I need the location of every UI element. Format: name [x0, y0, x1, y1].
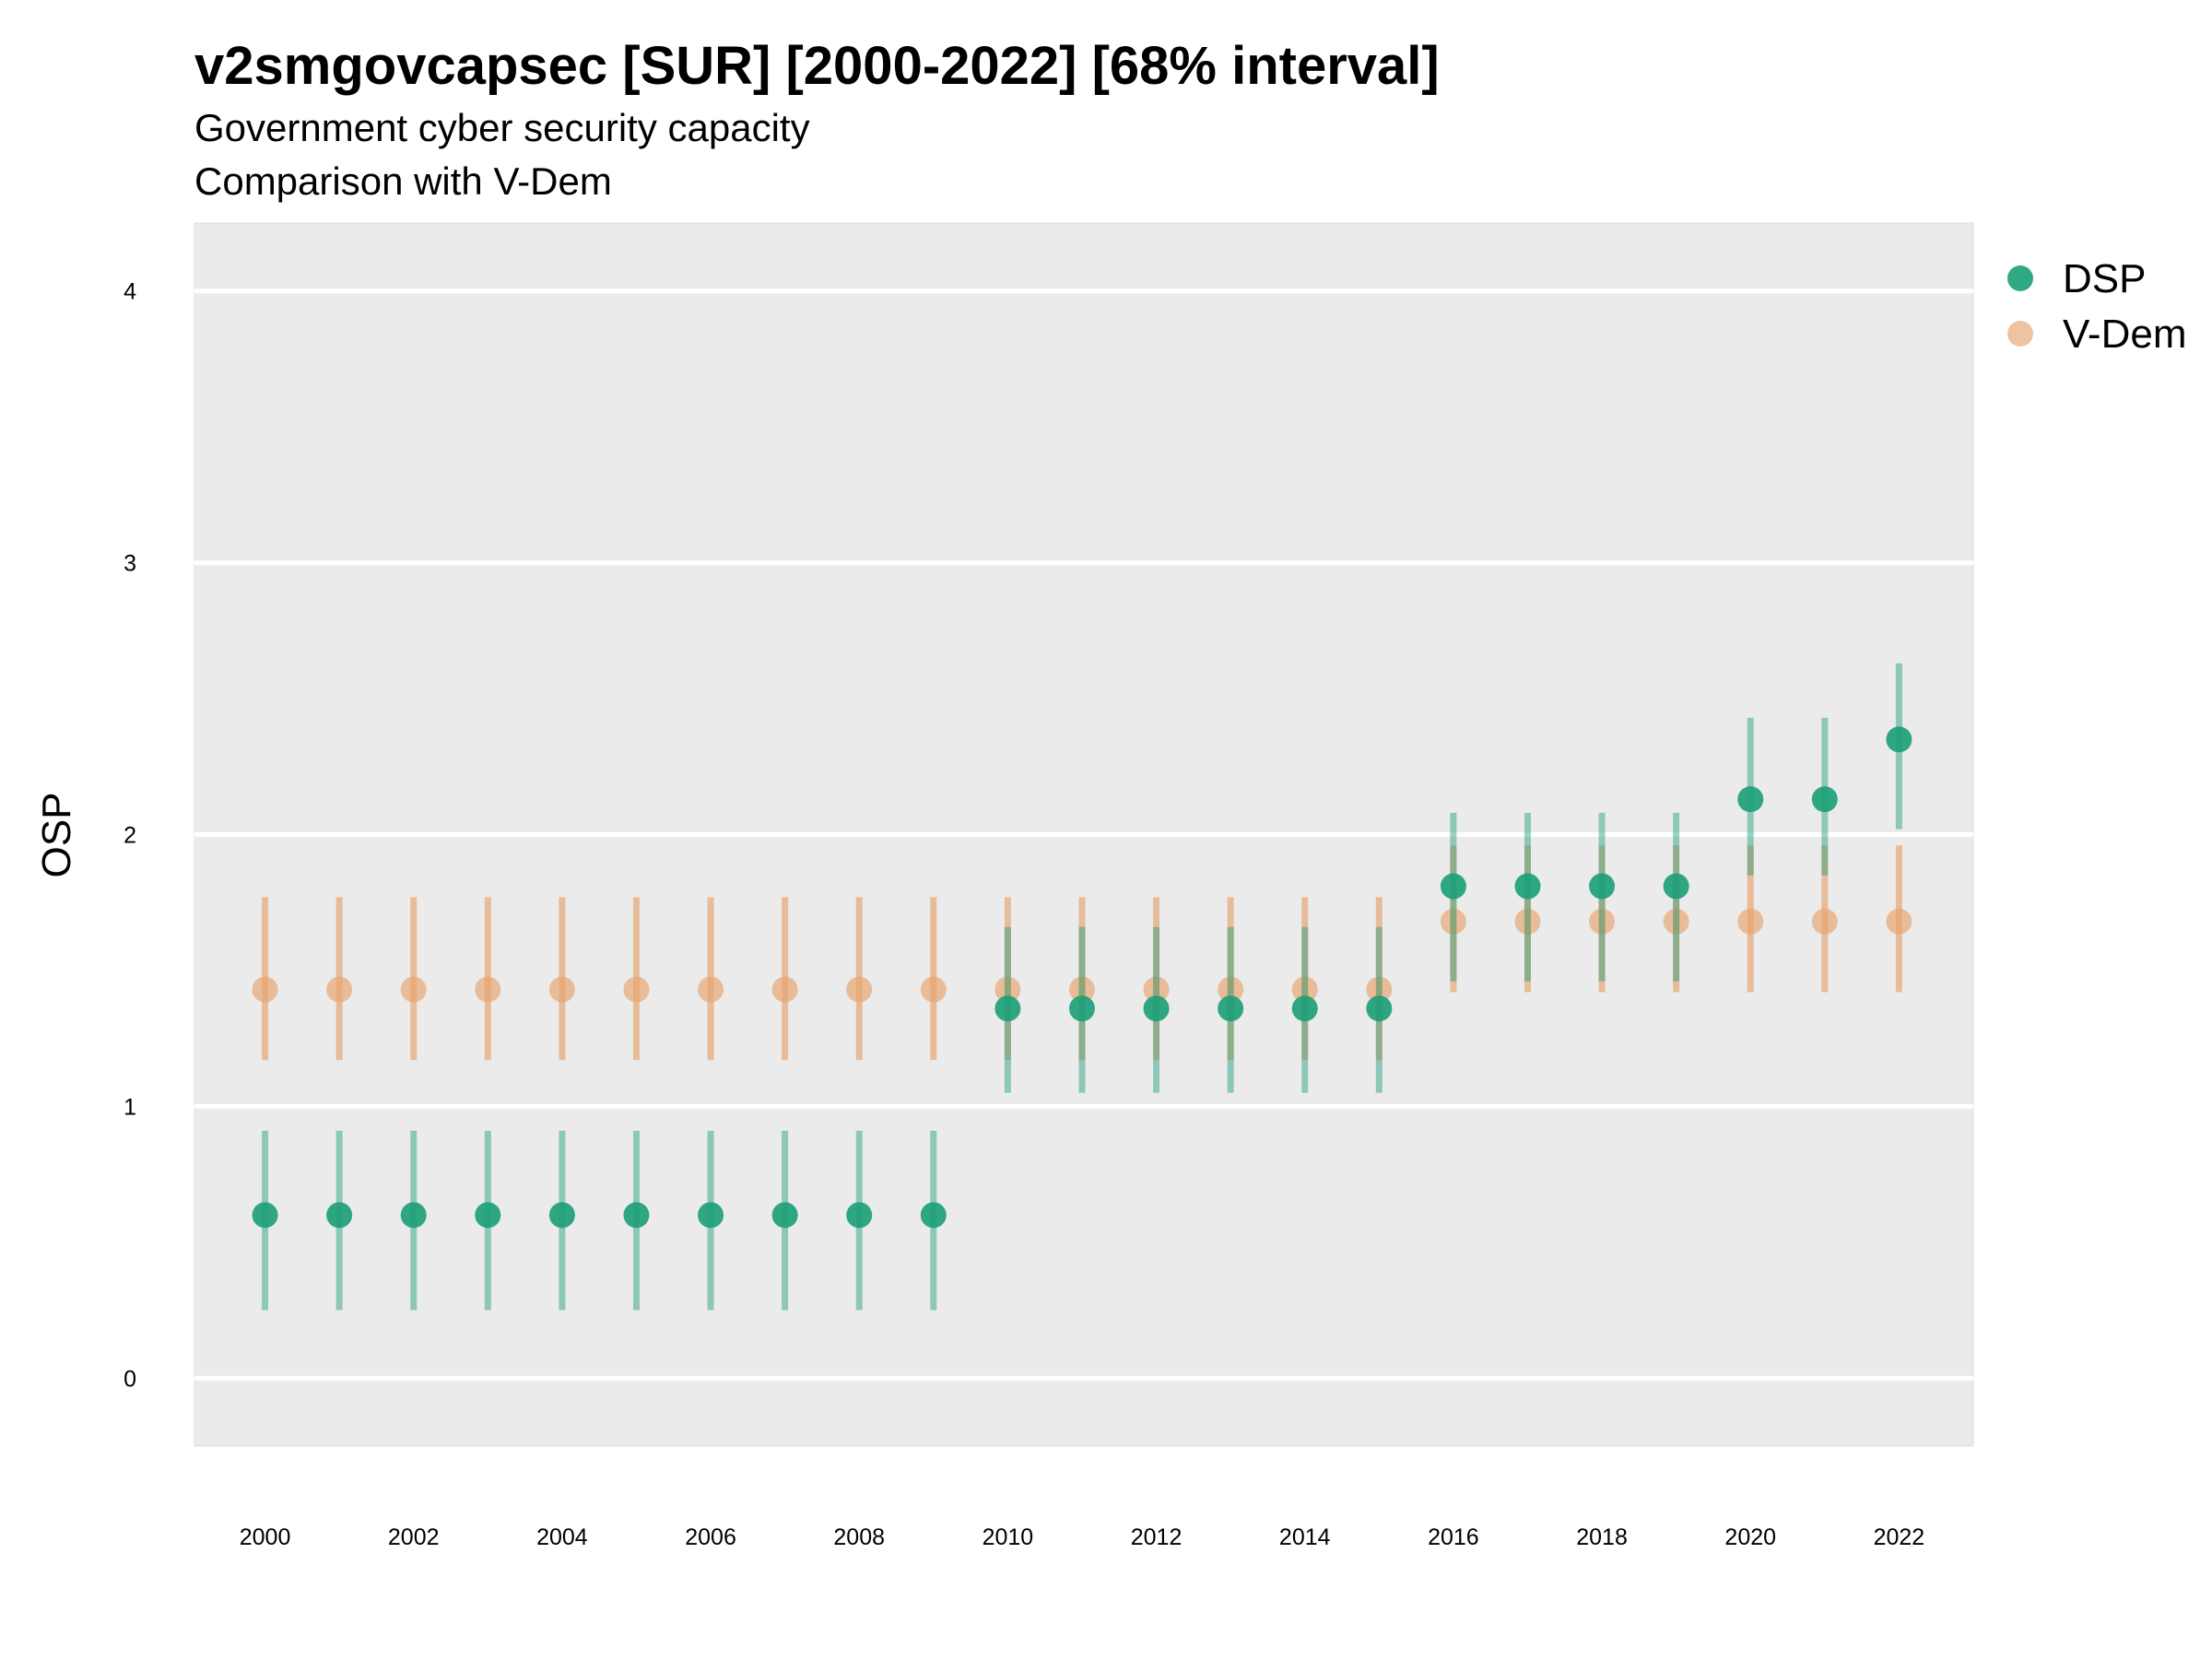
- x-tick-label-2004: 2004: [536, 1524, 588, 1550]
- data-point-2005: [623, 976, 650, 1003]
- legend-label-v-dem: V-Dem: [2063, 312, 2186, 357]
- data-point-2022: [1886, 908, 1912, 935]
- x-axis-ticks: 2000 2002 2004 2006 2008 2010 2012 2014 2016 2018…: [240, 1524, 1924, 1550]
- x-tick-label-2010: 2010: [982, 1524, 1034, 1550]
- data-point-2001: [326, 976, 353, 1003]
- x-tick-label-2006: 2006: [685, 1524, 736, 1550]
- data-point-2022: [1886, 726, 1912, 753]
- x-tick-label-2008: 2008: [833, 1524, 885, 1550]
- data-point-2004: [548, 1202, 575, 1229]
- data-point-2011: [1068, 976, 1095, 1003]
- data-point-2012: [1143, 976, 1170, 1003]
- data-point-2016: [1440, 908, 1466, 935]
- data-point-2019: [1663, 908, 1689, 935]
- data-point-2018: [1589, 873, 1616, 900]
- data-point-2021: [1811, 786, 1838, 813]
- data-point-2010: [994, 976, 1021, 1003]
- chart-subtitle-line-2: Comparison with V-Dem: [194, 159, 612, 203]
- data-point-2007: [771, 1202, 798, 1229]
- y-axis-ticks: 0 1 2 3 4: [124, 279, 136, 1393]
- y-axis-label: OSP: [34, 793, 79, 878]
- legend-label-dsp: DSP: [2063, 256, 2146, 301]
- data-point-2003: [475, 1202, 501, 1229]
- y-tick-label-4: 4: [124, 279, 136, 305]
- data-series: [252, 663, 1912, 1311]
- chart-title: v2smgovcapsec [SUR] [2000-2022] [68% int…: [194, 36, 1440, 96]
- data-point-2017: [1514, 873, 1541, 900]
- data-point-2021: [1811, 908, 1838, 935]
- data-point-2016: [1440, 873, 1466, 900]
- data-point-2008: [846, 976, 873, 1003]
- data-point-2009: [920, 976, 947, 1003]
- data-point-2006: [698, 1202, 724, 1229]
- data-point-2014: [1291, 976, 1318, 1003]
- chart-subtitle-line-1: Government cyber security capacity: [194, 106, 810, 149]
- data-point-2001: [326, 1202, 353, 1229]
- data-point-2009: [920, 1202, 947, 1229]
- x-tick-label-2002: 2002: [388, 1524, 440, 1550]
- data-point-2020: [1737, 908, 1764, 935]
- data-point-2005: [623, 1202, 650, 1229]
- x-tick-label-2012: 2012: [1131, 1524, 1182, 1550]
- data-point-2018: [1589, 908, 1616, 935]
- series-dsp: [252, 663, 1912, 1311]
- y-tick-label-0: 0: [124, 1366, 136, 1392]
- data-point-2007: [771, 976, 798, 1003]
- x-tick-label-2014: 2014: [1279, 1524, 1331, 1550]
- data-point-2003: [475, 976, 501, 1003]
- data-point-2002: [400, 976, 427, 1003]
- data-point-2012: [1143, 995, 1170, 1022]
- data-point-2010: [994, 995, 1021, 1022]
- y-tick-label-3: 3: [124, 551, 136, 577]
- y-tick-label-1: 1: [124, 1094, 136, 1120]
- data-point-2006: [698, 976, 724, 1003]
- data-point-2015: [1366, 976, 1393, 1003]
- data-point-2017: [1514, 908, 1541, 935]
- x-tick-label-2018: 2018: [1576, 1524, 1628, 1550]
- grid-lines: [194, 288, 1973, 1381]
- legend-key-v-dem: [2007, 321, 2033, 347]
- y-tick-label-2: 2: [124, 823, 136, 849]
- data-point-2019: [1663, 873, 1689, 900]
- data-point-2008: [846, 1202, 873, 1229]
- x-tick-label-2020: 2020: [1724, 1524, 1776, 1550]
- data-point-2002: [400, 1202, 427, 1229]
- data-point-2004: [548, 976, 575, 1003]
- data-point-2015: [1366, 995, 1393, 1022]
- x-tick-label-2000: 2000: [240, 1524, 291, 1550]
- legend: DSP V-Dem: [2007, 256, 2186, 357]
- data-point-2000: [252, 976, 278, 1003]
- series-v-dem: [252, 845, 1912, 1061]
- x-tick-label-2022: 2022: [1874, 1524, 1925, 1550]
- legend-key-dsp: [2007, 265, 2033, 291]
- data-point-2011: [1068, 995, 1095, 1022]
- data-point-2020: [1737, 786, 1764, 813]
- x-tick-label-2016: 2016: [1428, 1524, 1479, 1550]
- data-point-2013: [1218, 976, 1244, 1003]
- data-point-2000: [252, 1202, 278, 1229]
- data-point-2014: [1291, 995, 1318, 1022]
- data-point-2013: [1218, 995, 1244, 1022]
